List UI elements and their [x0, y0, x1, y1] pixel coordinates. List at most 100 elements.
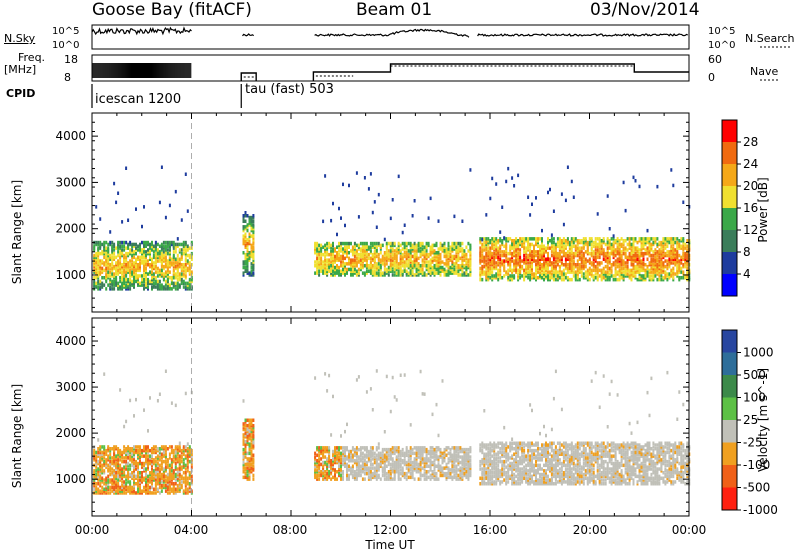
- power-scatter-cell: [318, 252, 321, 257]
- power-scatter-cell: [427, 267, 430, 272]
- power-scatter-cell: [614, 272, 617, 276]
- power-scatter-cell: [491, 239, 494, 243]
- power-scatter-cell: [242, 265, 245, 270]
- power-scatter-cell: [318, 269, 321, 273]
- velocity-scatter-cell: [178, 489, 181, 493]
- power-scatter-cell: [320, 251, 323, 255]
- velocity-scatter-cell: [152, 458, 155, 462]
- power-scatter-cell: [133, 250, 135, 254]
- power-scatter-cell: [642, 240, 645, 245]
- velocity-scatter-cell: [351, 453, 354, 457]
- power-scatter-cell: [351, 251, 354, 255]
- power-scatter-cell: [95, 281, 98, 286]
- power-scatter-cell: [541, 264, 543, 269]
- velocity-scatter-cell: [322, 460, 325, 465]
- power-scatter-cell: [361, 271, 364, 275]
- power-scatter-cell: [537, 266, 539, 271]
- power-scatter-cell: [648, 248, 651, 252]
- velocity-scatter-cell: [184, 454, 187, 458]
- power-scatter-cell: [156, 255, 159, 260]
- power-scatter-cell: [419, 241, 422, 246]
- power-scatter-cell: [517, 272, 520, 276]
- power-scatter-cell: [656, 242, 659, 247]
- power-scatter-cell: [513, 259, 516, 263]
- power-scatter-cell: [435, 264, 438, 268]
- power-scatter-cell: [316, 262, 319, 266]
- velocity-scatter-cell: [248, 471, 251, 476]
- power-scatter-cell: [431, 267, 434, 272]
- power-scatter-cell: [117, 281, 120, 286]
- power-scatter-cell: [407, 249, 410, 253]
- power-scatter-cell: [610, 237, 613, 241]
- power-scatter-cell: [105, 246, 108, 250]
- power-scatter-cell: [578, 264, 581, 269]
- power-scatter-cell: [483, 237, 486, 241]
- power-scatter-cell: [316, 247, 319, 251]
- velocity-scatter-cell: [160, 445, 163, 449]
- power-scatter-cell: [503, 266, 506, 271]
- power-scatter-cell: [463, 249, 466, 253]
- power-scatter-cell: [656, 277, 659, 282]
- power-scatter-cell: [334, 256, 336, 261]
- power-scatter-cell: [632, 237, 635, 241]
- power-scatter-cell: [407, 262, 410, 266]
- power-scatter-cell: [244, 256, 247, 261]
- velocity-scatter-cell: [107, 467, 110, 471]
- power-scatter-cell: [668, 261, 671, 265]
- power-scatter-cell: [318, 251, 321, 255]
- power-scatter-cell: [357, 256, 360, 261]
- power-scatter-cell: [252, 228, 255, 233]
- velocity-scatter-cell: [95, 482, 98, 486]
- power-scatter-cell: [511, 239, 514, 243]
- power-scatter-cell: [117, 272, 120, 276]
- power-scatter-cell: [656, 259, 659, 263]
- power-scatter-cell: [616, 250, 619, 254]
- power-scatter-cell: [499, 272, 502, 276]
- power-scatter-cell: [334, 254, 336, 259]
- power-scatter-cell: [535, 196, 537, 200]
- velocity-scatter-cell: [170, 489, 173, 493]
- power-scatter-cell: [375, 251, 378, 255]
- velocity-scatter-cell: [135, 445, 137, 449]
- power-scatter-cell: [162, 272, 165, 276]
- power-scatter-cell: [129, 268, 132, 273]
- power-scatter-cell: [369, 241, 372, 246]
- velocity-scatter-cell: [107, 463, 110, 468]
- velocity-scatter-cell: [166, 476, 169, 480]
- velocity-scatter-cell: [101, 480, 104, 484]
- power-scatter-cell: [664, 276, 667, 280]
- power-scatter-cell: [537, 250, 539, 254]
- power-scatter-cell: [674, 255, 677, 260]
- power-scatter-cell: [127, 281, 130, 286]
- velocity-scatter-cell: [320, 457, 323, 461]
- power-scatter-cell: [517, 251, 520, 256]
- power-scatter-cell: [636, 259, 639, 263]
- velocity-scatter-cell: [111, 480, 114, 484]
- power-scatter-cell: [670, 244, 673, 248]
- velocity-scatter-cell: [180, 476, 183, 480]
- power-scatter-cell: [636, 248, 639, 252]
- power-scatter-cell: [330, 256, 333, 261]
- power-scatter-cell: [606, 259, 609, 263]
- power-scatter-cell: [158, 251, 161, 256]
- velocity-scatter-cell: [127, 452, 130, 456]
- power-scatter-cell: [111, 279, 114, 284]
- power-scatter-cell: [519, 263, 522, 267]
- power-scatter-cell: [556, 251, 559, 256]
- power-scatter-cell: [361, 249, 364, 253]
- power-scatter-cell: [465, 262, 468, 266]
- power-scatter-cell: [129, 274, 132, 278]
- power-scatter-cell: [250, 225, 253, 229]
- power-scatter-cell: [379, 245, 382, 249]
- power-scatter-cell: [469, 258, 472, 262]
- power-scatter-cell: [158, 257, 161, 261]
- power-scatter-cell: [350, 241, 352, 246]
- velocity-scatter-cell: [186, 442, 189, 446]
- power-scatter-cell: [622, 276, 625, 280]
- power-scatter-cell: [186, 261, 189, 265]
- power-scatter-cell: [133, 274, 135, 278]
- velocity-scatter-cell: [314, 471, 317, 476]
- power-scatter-cell: [606, 242, 609, 247]
- power-scatter-cell: [519, 240, 522, 245]
- velocity-scatter-cell: [115, 485, 118, 490]
